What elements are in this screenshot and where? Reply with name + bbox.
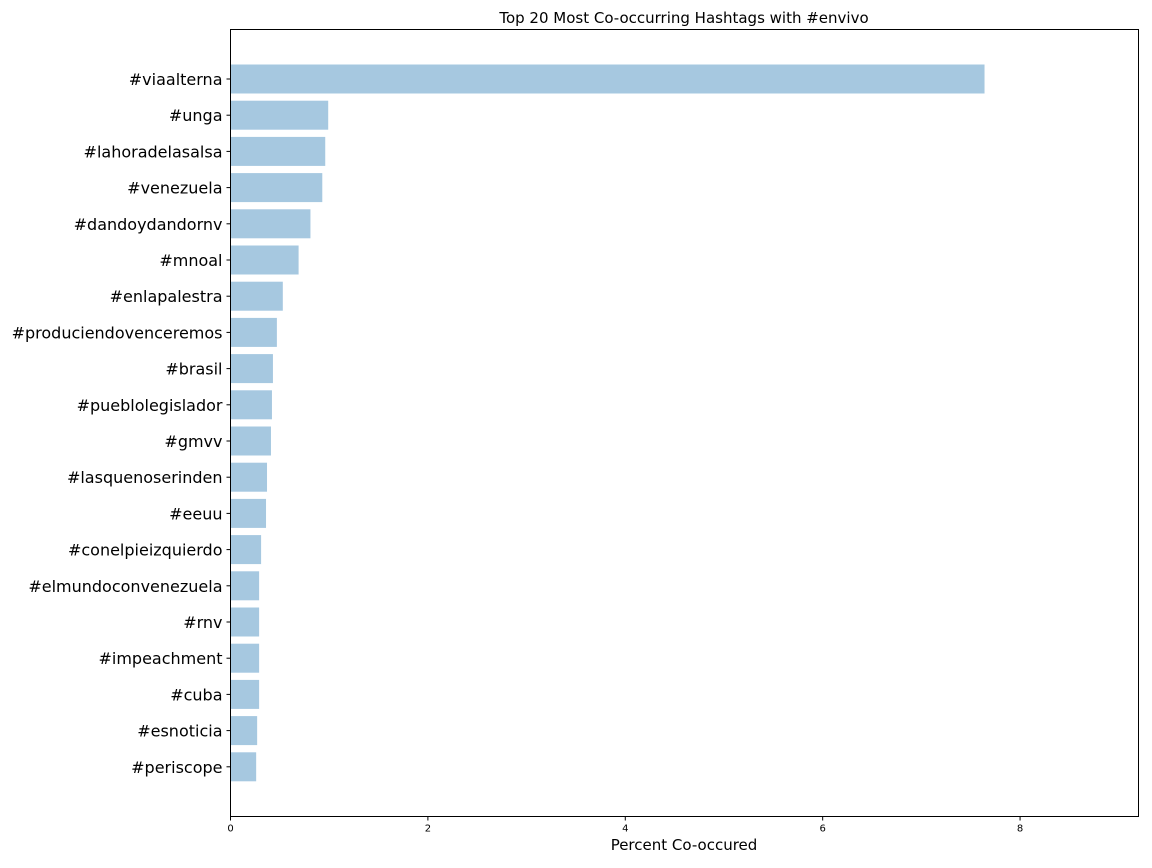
y-tick-label: #esnoticia bbox=[137, 722, 222, 741]
bar bbox=[230, 643, 260, 673]
y-tick-label: #venezuela bbox=[127, 179, 222, 198]
x-ticks: 0 2 4 6 8 bbox=[227, 816, 1023, 835]
x-tick-label: 6 bbox=[819, 824, 825, 835]
bar bbox=[230, 317, 277, 347]
bar bbox=[230, 245, 299, 275]
y-tick-label: #enlapalestra bbox=[110, 287, 223, 306]
y-tick-label: #unga bbox=[169, 106, 223, 125]
plot-frame bbox=[230, 29, 1139, 817]
x-tick-label: 0 bbox=[227, 824, 233, 835]
y-tick-label: #eeuu bbox=[169, 504, 222, 523]
y-tick-label: #produciendovenceremos bbox=[12, 323, 223, 342]
bar bbox=[230, 498, 267, 528]
bar bbox=[230, 571, 260, 601]
bar bbox=[230, 354, 273, 384]
y-tick-label: #lahoradelasalsa bbox=[84, 142, 223, 161]
y-tick-label: #brasil bbox=[165, 360, 222, 379]
y-tick-label: #conelpieizquierdo bbox=[68, 541, 223, 560]
y-tick-label: #pueblolegislador bbox=[77, 396, 223, 415]
x-tick-label: 8 bbox=[1017, 824, 1023, 835]
y-tick-label: #elmundoconvenezuela bbox=[28, 577, 222, 596]
bar bbox=[230, 100, 329, 130]
y-tick-label: #impeachment bbox=[98, 649, 222, 668]
bar bbox=[230, 390, 272, 420]
x-tick-label: 4 bbox=[622, 824, 628, 835]
y-tick-label: #viaalterna bbox=[129, 70, 223, 89]
bar bbox=[230, 173, 323, 203]
y-tick-label: #gmvv bbox=[164, 432, 222, 451]
bar bbox=[230, 679, 260, 709]
bar bbox=[230, 426, 271, 456]
y-tick-label: #cuba bbox=[170, 685, 222, 704]
bar bbox=[230, 716, 258, 746]
y-tick-label: #mnoal bbox=[159, 251, 222, 270]
bar bbox=[230, 752, 257, 782]
x-axis-label: Percent Co-occured bbox=[611, 836, 758, 854]
bar bbox=[230, 136, 326, 166]
bar bbox=[230, 281, 283, 311]
bar bbox=[230, 64, 985, 94]
chart-title: Top 20 Most Co-occurring Hashtags with #… bbox=[498, 9, 868, 27]
bar bbox=[230, 462, 268, 492]
x-tick-label: 2 bbox=[425, 824, 431, 835]
y-tick-label: #periscope bbox=[131, 758, 222, 777]
y-tick-label: #rnv bbox=[183, 613, 222, 632]
bar bbox=[230, 209, 311, 239]
bar bbox=[230, 535, 262, 565]
bar bbox=[230, 607, 260, 637]
y-tick-labels: #viaalterna #unga #lahoradelasalsa #venezue… bbox=[12, 70, 231, 777]
y-tick-label: #dandoydandornv bbox=[74, 215, 223, 234]
y-tick-label: #lasquenoserinden bbox=[67, 468, 223, 487]
bars-group bbox=[230, 64, 985, 782]
